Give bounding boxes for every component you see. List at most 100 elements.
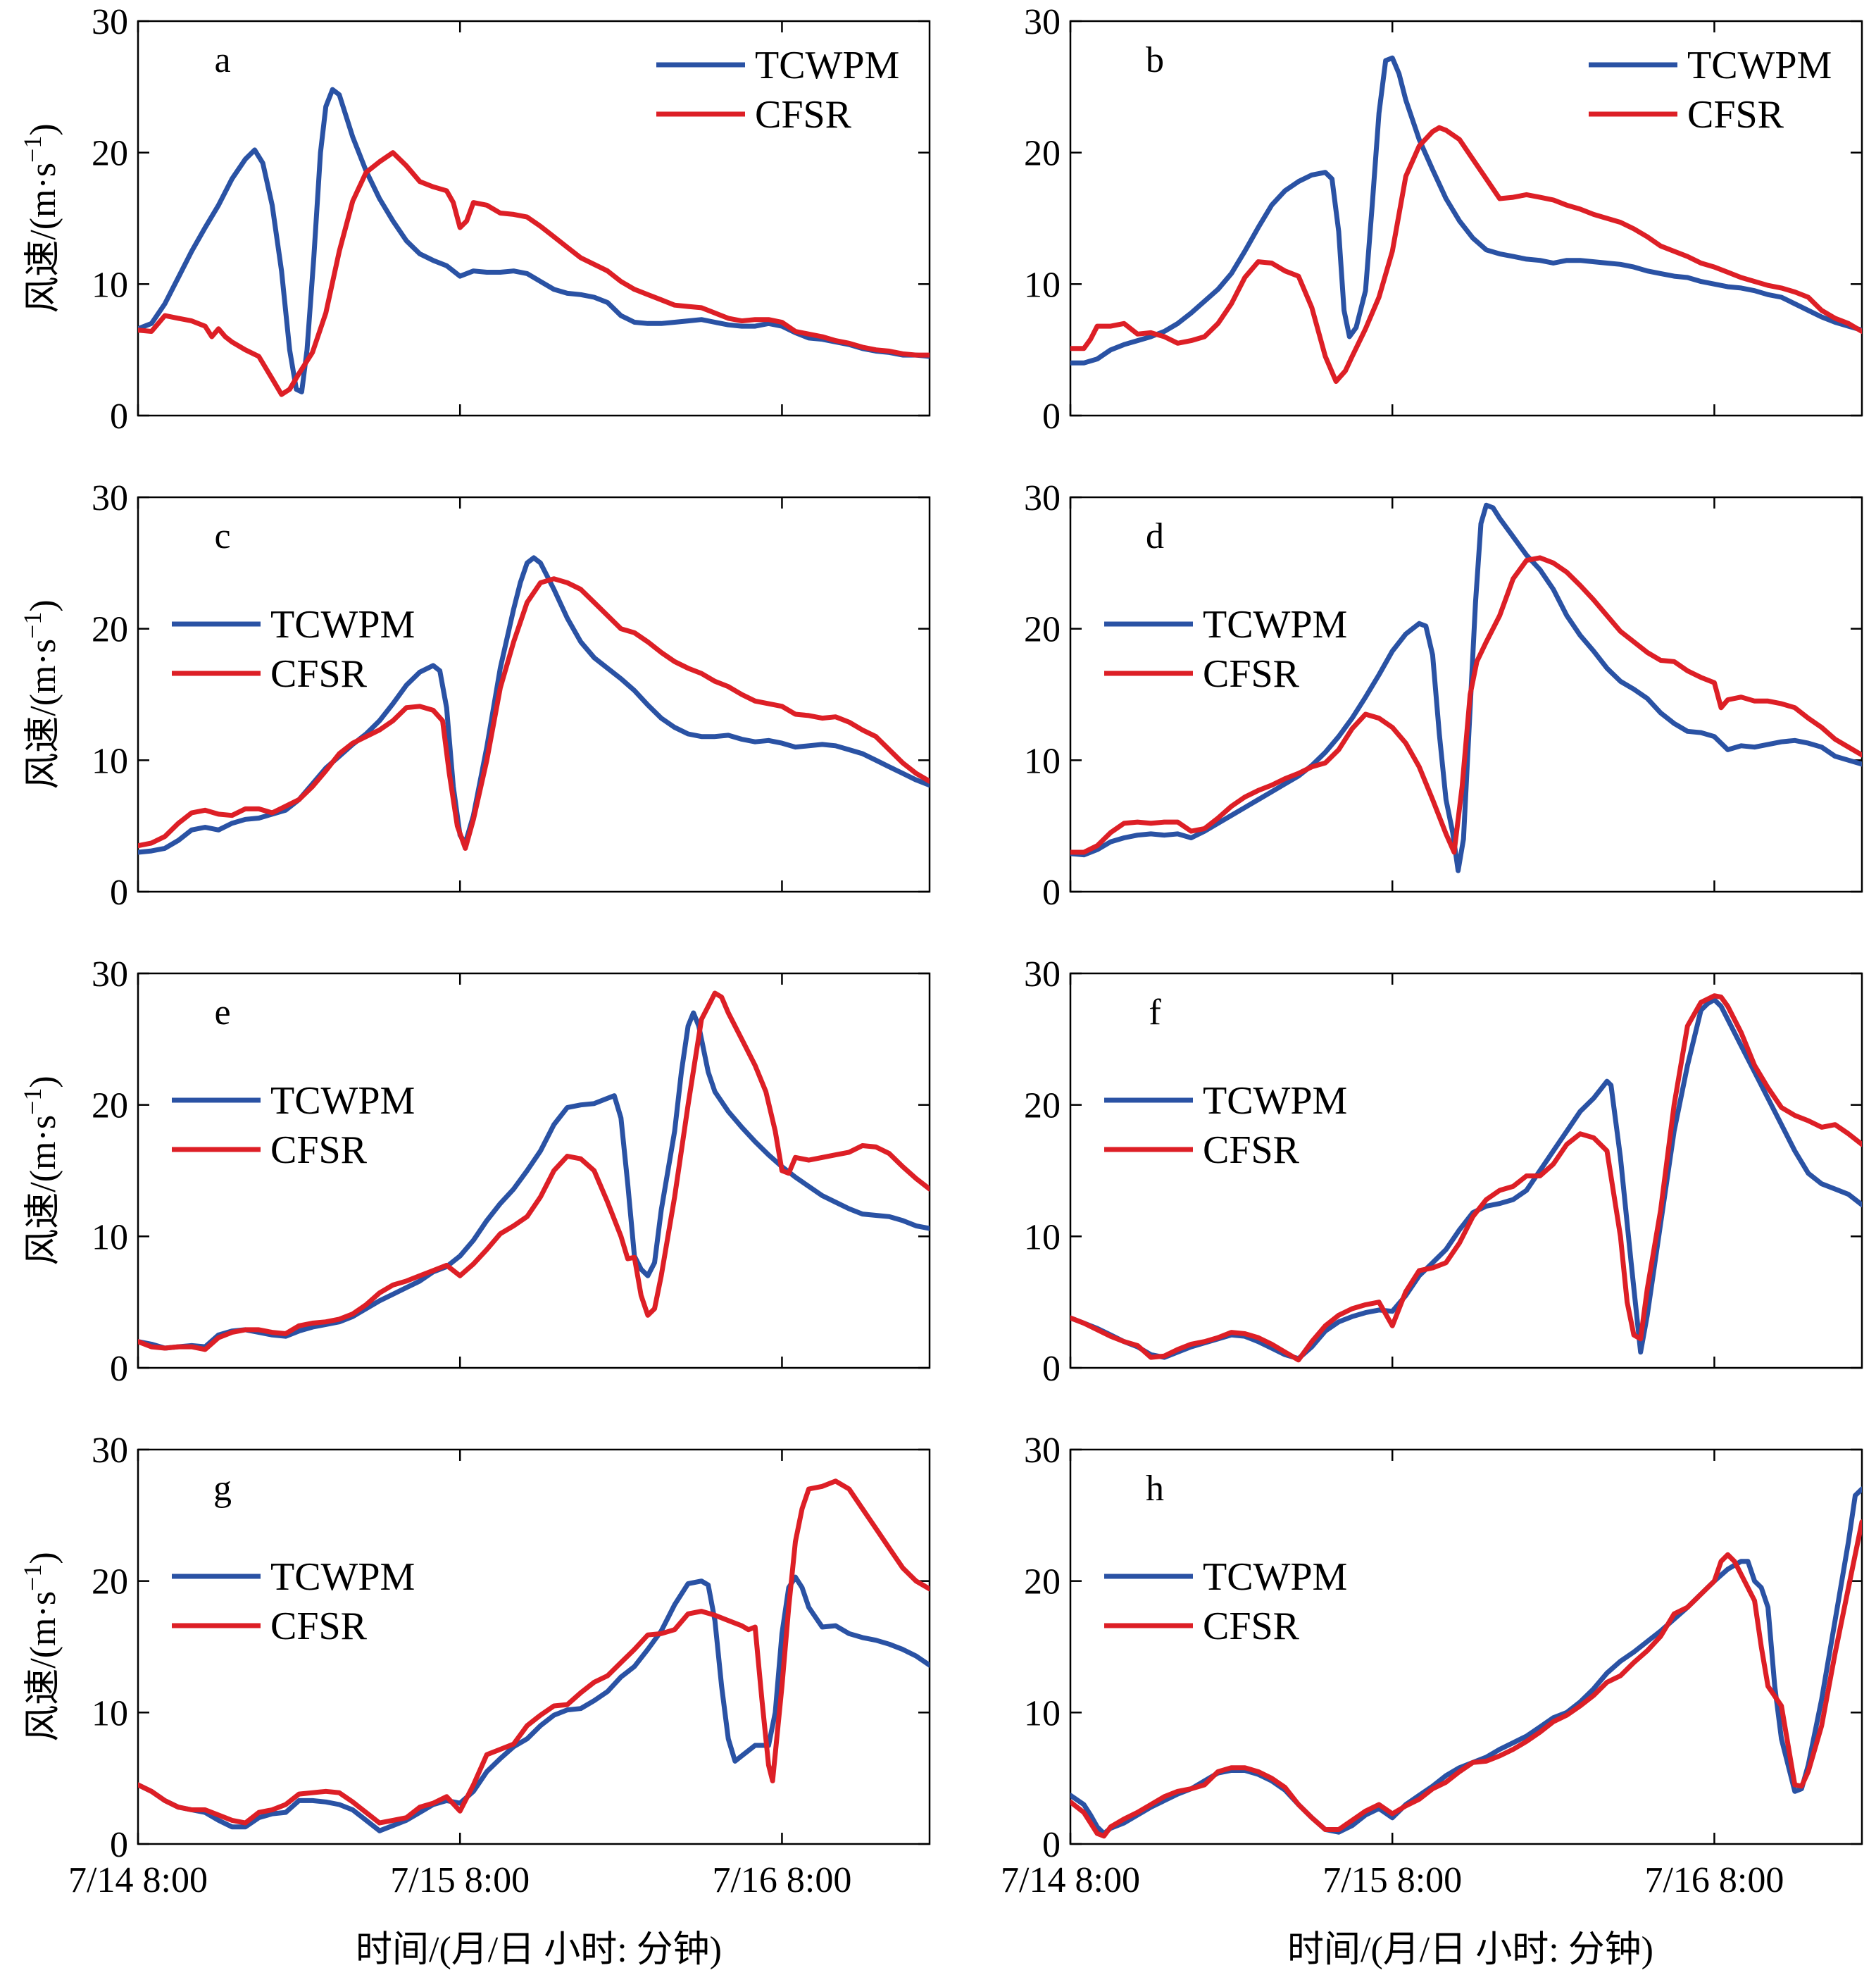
- plot-frame: [137, 972, 931, 1369]
- legend: TCWPM CFSR: [172, 1555, 415, 1648]
- y-tick-label: 30: [92, 478, 128, 518]
- x-tick-label: 7/16 8:00: [1644, 1860, 1784, 1900]
- legend-label-tcwpm: TCWPM: [755, 44, 899, 87]
- panel-h: 0 10 20 30 7/14 8:00 7/15 8:00 7/16 8:00 h TCWPM…: [1001, 1431, 1863, 1900]
- x-tick-label: 7/15 8:00: [1322, 1860, 1462, 1900]
- plot-frame: [137, 496, 931, 893]
- x-axis-title-right: 时间/(月/日 小时: 分钟): [1287, 1930, 1653, 1970]
- y-tick-label: 0: [1042, 1349, 1061, 1389]
- legend-label-tcwpm: TCWPM: [270, 1555, 415, 1599]
- legend: TCWPM CFSR: [1104, 1555, 1347, 1648]
- plot-frame: [137, 20, 931, 417]
- legend-label-tcwpm: TCWPM: [1203, 1555, 1347, 1599]
- x-tick-label: 7/14 8:00: [68, 1860, 208, 1900]
- series-tcwpm-line: [1070, 502, 1862, 873]
- plot-frame: [1069, 20, 1863, 417]
- y-tick-label: 0: [110, 1825, 128, 1865]
- legend: TCWPM CFSR: [1104, 603, 1347, 696]
- panel-letter: b: [1146, 40, 1164, 80]
- panel-letter: e: [214, 992, 230, 1033]
- legend-label-cfsr: CFSR: [1687, 93, 1784, 137]
- legend-label-cfsr: CFSR: [270, 652, 368, 696]
- legend: TCWPM CFSR: [656, 44, 899, 137]
- x-axis-title-left: 时间/(月/日 小时: 分钟): [356, 1930, 722, 1970]
- series-tcwpm-line: [138, 1574, 930, 1833]
- y-axis-title: 风速/(m·s−1): [18, 599, 63, 789]
- series-tcwpm-line: [1070, 997, 1862, 1362]
- panel-c: 0 10 20 30 风速/(m·s−1) c TCWPM CFSR: [18, 478, 931, 913]
- series-cfsr-line: [1070, 555, 1862, 855]
- series-tcwpm-line: [138, 555, 930, 855]
- series-tcwpm-line: [138, 1010, 930, 1351]
- y-tick-label: 30: [1024, 954, 1061, 995]
- plot-frame: [1069, 972, 1863, 1369]
- y-tick-label: 0: [1042, 873, 1061, 913]
- series-cfsr-line: [138, 990, 930, 1352]
- y-tick-label: 10: [1024, 265, 1061, 305]
- y-tick-label: 20: [92, 1086, 128, 1126]
- y-tick-label: 30: [92, 2, 128, 42]
- legend-label-cfsr: CFSR: [270, 1128, 368, 1172]
- legend-label-cfsr: CFSR: [1203, 1128, 1300, 1172]
- panel-letter: d: [1146, 516, 1164, 556]
- y-tick-label: 10: [1024, 1693, 1061, 1733]
- y-tick-label: 30: [92, 954, 128, 995]
- y-tick-label: 10: [92, 741, 128, 781]
- y-tick-label: 0: [110, 1349, 128, 1389]
- plot-frame: [1069, 1448, 1863, 1845]
- panel-e: 0 10 20 30 风速/(m·s−1) e TCWPM CFSR: [18, 954, 931, 1389]
- panel-f: 0 10 20 30 f TCWPM CFSR: [1024, 954, 1863, 1389]
- y-tick-label: 10: [92, 265, 128, 305]
- y-tick-label: 0: [1042, 397, 1061, 437]
- x-tick-label: 7/15 8:00: [390, 1860, 530, 1900]
- series-cfsr-line: [1070, 1519, 1862, 1839]
- legend-label-tcwpm: TCWPM: [1203, 1079, 1347, 1123]
- legend: TCWPM CFSR: [1589, 44, 1832, 137]
- series-cfsr-line: [138, 150, 930, 397]
- y-tick-label: 20: [1024, 134, 1061, 174]
- panel-d: 0 10 20 30 d TCWPM CFSR: [1024, 478, 1863, 913]
- y-tick-label: 20: [92, 610, 128, 650]
- series-cfsr-line: [1070, 993, 1862, 1363]
- plot-frame: [137, 1448, 931, 1845]
- y-tick-label: 0: [110, 397, 128, 437]
- y-tick-label: 0: [110, 873, 128, 913]
- y-tick-label: 30: [92, 1431, 128, 1471]
- y-tick-label: 20: [1024, 610, 1061, 650]
- y-tick-label: 30: [1024, 478, 1061, 518]
- y-axis-title: 风速/(m·s−1): [18, 1076, 63, 1265]
- y-tick-label: 30: [1024, 2, 1061, 42]
- series-cfsr-line: [1070, 125, 1862, 384]
- y-tick-label: 0: [1042, 1825, 1061, 1865]
- panel-g: 0 10 20 30 7/14 8:00 7/15 8:00 7/16 8:00 风速/(m·…: [18, 1431, 931, 1900]
- plot-frame: [1069, 496, 1863, 893]
- legend-label-cfsr: CFSR: [270, 1605, 368, 1648]
- legend-label-cfsr: CFSR: [1203, 1605, 1300, 1648]
- panel-letter: c: [214, 516, 230, 556]
- series-cfsr-line: [138, 1478, 930, 1826]
- series-cfsr-line: [138, 576, 930, 851]
- y-axis-title: 风速/(m·s−1): [18, 1552, 63, 1741]
- legend: TCWPM CFSR: [172, 603, 415, 696]
- series-tcwpm-line: [138, 87, 930, 394]
- y-tick-label: 30: [1024, 1431, 1061, 1471]
- panel-letter: g: [213, 1469, 232, 1509]
- panel-b: 0 10 20 30 b TCWPM CFSR: [1024, 2, 1863, 437]
- legend: TCWPM CFSR: [172, 1079, 415, 1172]
- x-tick-label: 7/14 8:00: [1001, 1860, 1140, 1900]
- y-tick-label: 10: [92, 1217, 128, 1257]
- y-tick-label: 10: [1024, 1217, 1061, 1257]
- legend-label-tcwpm: TCWPM: [270, 1079, 415, 1123]
- y-tick-label: 20: [1024, 1562, 1061, 1602]
- panel-letter: a: [214, 40, 230, 80]
- panel-letter: h: [1146, 1469, 1164, 1509]
- y-tick-label: 10: [1024, 741, 1061, 781]
- y-tick-label: 20: [92, 134, 128, 174]
- panel-letter: f: [1149, 992, 1161, 1033]
- series-tcwpm-line: [1070, 55, 1862, 366]
- legend-label-tcwpm: TCWPM: [270, 603, 415, 647]
- y-axis-title: 风速/(m·s−1): [18, 123, 63, 313]
- series-tcwpm-line: [1070, 1486, 1862, 1836]
- y-tick-label: 10: [92, 1693, 128, 1733]
